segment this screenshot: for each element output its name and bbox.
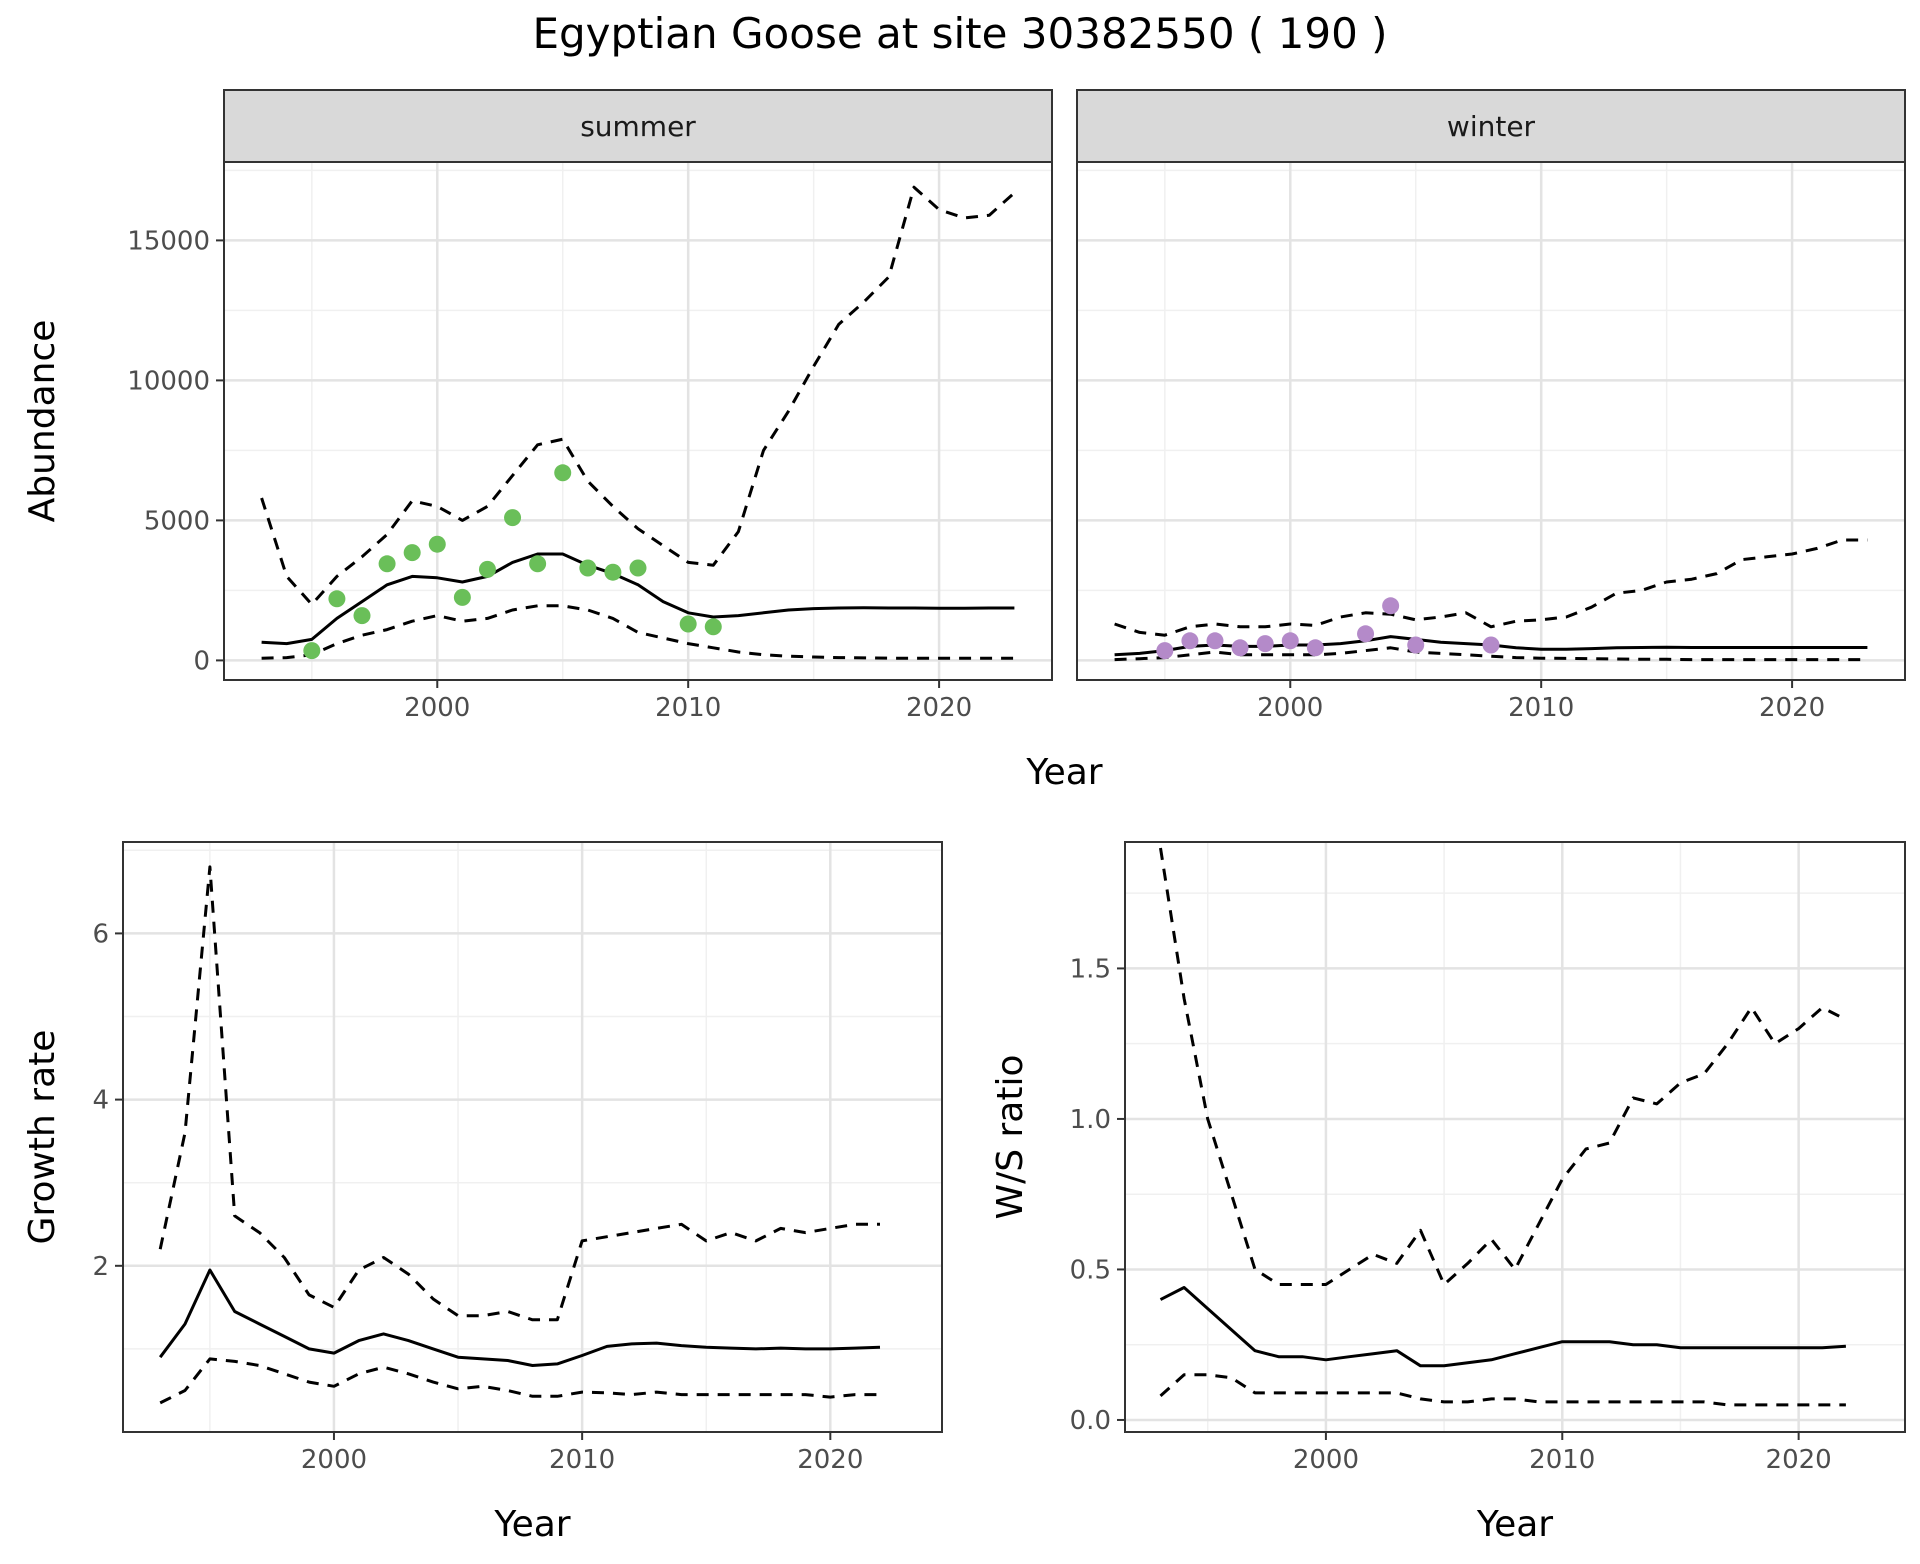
summer-count-point	[453, 588, 471, 606]
growth-y-tick-label: 2	[92, 1252, 109, 1282]
growth-y-tick-label: 4	[92, 1086, 109, 1116]
growth-y-axis-title: Growth rate	[22, 1030, 63, 1245]
ratio-lower-bound-line	[1159, 1373, 1846, 1407]
winter-panel-upper-bound-line	[1114, 538, 1868, 637]
ratio-x-axis-title: Year	[1476, 1504, 1553, 1545]
winter-count-point	[1306, 639, 1324, 657]
summer-panel-upper-bound-line	[260, 185, 1016, 606]
ws-ratio-chart: 2000 2010 2020 0.0 0.5 1.0 1.5 Year W/S ratio	[990, 841, 1906, 1545]
winter-count-point	[1407, 636, 1425, 654]
abundance-chart: summer 2000 2010 2020 0 5000 10000 15000 winter 2…	[22, 89, 1906, 793]
ratio-x-tick-label: 2010	[1529, 1445, 1595, 1475]
summer-count-point	[504, 509, 522, 527]
summer-count-point	[328, 590, 346, 608]
winter-count-point	[1256, 635, 1274, 653]
summer-count-point	[604, 563, 622, 581]
summer-count-point	[679, 615, 697, 633]
summer-panel-border	[223, 161, 1053, 681]
ratio-y-tick-label: 0.5	[1070, 1255, 1111, 1285]
summer-count-point	[478, 560, 496, 578]
summer-panel-y-tick-label: 15000	[127, 226, 210, 256]
winter-panel-x-tick-label: 2000	[1257, 693, 1323, 723]
summer-count-point	[403, 544, 421, 562]
summer-panel-x-tick-label: 2000	[404, 693, 470, 723]
winter-panel-x-tick-label: 2020	[1759, 693, 1825, 723]
ratio-y-tick-label: 1.0	[1070, 1105, 1111, 1135]
ratio-y-tick-label: 1.5	[1070, 954, 1111, 984]
ratio-border	[1124, 841, 1906, 1433]
ratio-x-tick-label: 2000	[1293, 1445, 1359, 1475]
growth-background	[123, 842, 942, 1432]
summer-panel-x-tick-label: 2010	[655, 693, 721, 723]
growth-estimate-line	[158, 1268, 881, 1367]
summer-count-point	[629, 559, 647, 577]
ratio-upper-bound-line	[1159, 847, 1847, 1286]
winter-count-point	[1231, 639, 1249, 657]
growth-rate-chart: 2000 2010 2020 2 4 6 Year Growth rate	[22, 841, 943, 1545]
winter-strip	[1076, 89, 1906, 163]
summer-count-point	[704, 618, 722, 636]
growth-x-tick-label: 2020	[797, 1445, 863, 1475]
summer-count-point	[378, 555, 396, 573]
summer-count-point	[554, 464, 572, 482]
abundance-y-axis-title: Abundance	[22, 320, 63, 523]
summer-panel: summer 2000 2010 2020 0 5000 10000 15000	[127, 89, 1053, 723]
summer-strip-label: summer	[580, 110, 696, 143]
ratio-estimate-line	[1159, 1286, 1846, 1368]
growth-y-tick-label: 6	[92, 919, 109, 949]
ratio-y-axis-title: W/S ratio	[990, 1054, 1031, 1219]
growth-border	[122, 841, 943, 1433]
growth-x-tick-label: 2010	[549, 1445, 615, 1475]
summer-count-point	[428, 535, 446, 553]
winter-count-point	[1357, 625, 1375, 643]
winter-count-point	[1382, 597, 1400, 615]
growth-x-axis-title: Year	[493, 1504, 570, 1545]
summer-count-point	[353, 607, 371, 625]
summer-panel-y-tick-label: 0	[193, 646, 210, 676]
winter-panel-background	[1077, 162, 1905, 680]
winter-count-point	[1482, 636, 1500, 654]
winter-panel-x-tick-label: 2010	[1508, 693, 1574, 723]
winter-count-point	[1281, 632, 1299, 650]
summer-panel-y-tick-label: 5000	[144, 506, 210, 536]
summer-panel-lower-bound-line	[261, 604, 1015, 660]
summer-panel-background	[224, 162, 1052, 680]
winter-count-point	[1206, 632, 1224, 650]
abundance-x-axis-title: Year	[1025, 752, 1102, 793]
ratio-background	[1125, 842, 1905, 1432]
growth-upper-bound-line	[158, 865, 880, 1322]
summer-count-point	[579, 559, 597, 577]
winter-strip-label: winter	[1447, 110, 1536, 143]
main-title: Egyptian Goose at site 30382550 ( 190 )	[532, 9, 1387, 58]
summer-panel-estimate-line	[261, 552, 1015, 646]
ratio-y-tick-label: 0.0	[1070, 1406, 1111, 1436]
summer-panel-y-tick-label: 10000	[127, 366, 210, 396]
growth-lower-bound-line	[159, 1357, 880, 1405]
winter-panel: winter 2000 2010 2020	[1076, 89, 1906, 723]
ratio-x-tick-label: 2020	[1766, 1445, 1832, 1475]
summer-panel-x-tick-label: 2020	[906, 693, 972, 723]
winter-panel-border	[1076, 161, 1906, 681]
summer-count-point	[303, 642, 321, 660]
winter-count-point	[1156, 642, 1174, 660]
winter-count-point	[1181, 632, 1199, 650]
growth-x-tick-label: 2000	[301, 1445, 367, 1475]
summer-count-point	[529, 555, 547, 573]
summer-strip	[223, 89, 1053, 163]
